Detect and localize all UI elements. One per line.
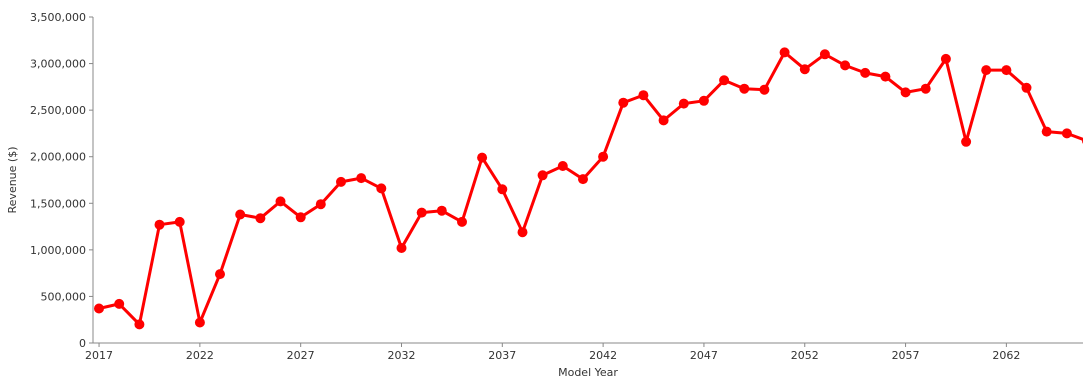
y-tick-label: 500,000 <box>41 290 87 303</box>
data-point <box>215 269 225 280</box>
y-axis-label: Revenue ($) <box>6 147 19 214</box>
data-point <box>94 303 104 314</box>
data-point <box>819 49 830 60</box>
x-tick-label: 2042 <box>589 349 617 362</box>
data-point <box>779 47 790 58</box>
data-point <box>396 243 407 253</box>
data-point <box>537 170 548 181</box>
x-tick-label: 2062 <box>992 349 1020 362</box>
data-point <box>860 67 871 78</box>
data-point <box>457 216 467 227</box>
data-point <box>618 97 629 108</box>
data-point <box>255 213 266 224</box>
y-tick-label: 2,000,000 <box>30 151 86 164</box>
data-point <box>961 136 972 147</box>
data-point <box>880 71 891 82</box>
y-tick-label: 3,500,000 <box>30 11 86 24</box>
data-point <box>900 87 911 98</box>
data-point <box>174 216 185 227</box>
data-point <box>194 317 205 328</box>
data-point <box>517 227 528 238</box>
data-point <box>799 64 810 75</box>
data-point <box>416 207 427 218</box>
series-line <box>98 50 1083 326</box>
data-point <box>436 205 447 216</box>
data-point <box>497 184 508 195</box>
x-tick-label: 2022 <box>186 349 214 362</box>
x-tick-label: 2052 <box>791 349 819 362</box>
data-point <box>134 319 145 330</box>
data-point <box>840 60 851 71</box>
data-point <box>1001 65 1012 76</box>
x-axis-label: Model Year <box>558 366 618 379</box>
data-point <box>376 183 387 194</box>
x-tick-label: 2037 <box>488 349 516 362</box>
axes <box>89 16 1083 347</box>
tick-labels: 0 500,000 1,000,000 1,500,000 2,000,000 2,500… <box>30 11 1020 362</box>
data-point <box>235 209 246 220</box>
data-point <box>678 98 689 109</box>
data-point <box>598 151 609 162</box>
data-point <box>981 65 992 76</box>
data-point <box>578 174 588 185</box>
x-tick-label: 2027 <box>287 349 315 362</box>
data-point <box>739 83 750 94</box>
x-tick-label: 2017 <box>85 349 113 362</box>
data-point <box>1041 126 1052 137</box>
data-point <box>336 176 346 187</box>
data-point <box>356 173 367 184</box>
data-point <box>154 219 165 230</box>
data-point <box>295 212 306 223</box>
data-point <box>940 53 951 64</box>
y-tick-label: 1,500,000 <box>30 197 86 210</box>
data-point <box>477 152 488 163</box>
data-point <box>698 95 709 106</box>
data-point <box>114 298 125 309</box>
data-point <box>1061 128 1072 139</box>
x-tick-label: 2057 <box>892 349 920 362</box>
series-layer <box>94 47 1083 330</box>
data-point <box>759 84 770 95</box>
data-point <box>658 115 669 126</box>
data-point <box>719 75 730 86</box>
data-point <box>1021 82 1032 93</box>
x-tick-label: 2032 <box>387 349 415 362</box>
y-tick-label: 1,000,000 <box>30 244 86 257</box>
data-point <box>315 199 326 210</box>
data-point <box>638 90 649 101</box>
data-point <box>920 83 931 94</box>
y-tick-label: 0 <box>79 337 86 350</box>
data-point <box>275 196 286 207</box>
y-tick-label: 3,000,000 <box>30 58 86 71</box>
x-tick-label: 2047 <box>690 349 718 362</box>
data-point <box>557 161 568 171</box>
y-tick-label: 2,500,000 <box>30 104 86 117</box>
